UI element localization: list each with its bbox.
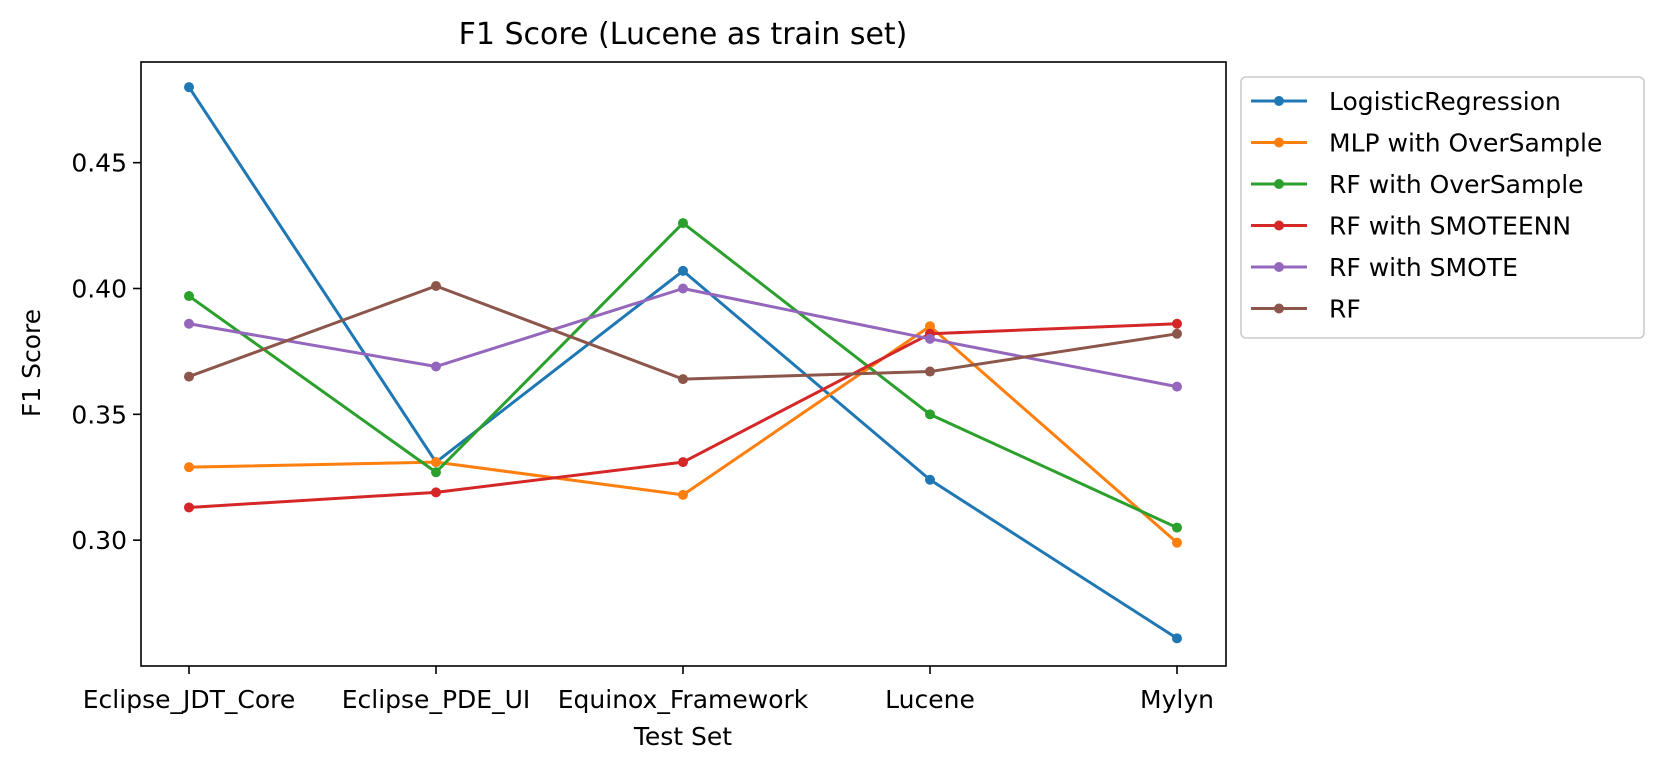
chart-title: F1 Score (Lucene as train set) — [459, 17, 908, 52]
plot-area: 0.30 0.35 0.40 0.45 Eclipse_JDT_Core Eclipse_… — [71, 61, 1227, 714]
data-point — [1172, 537, 1182, 548]
data-point — [1172, 328, 1182, 339]
data-point — [678, 374, 688, 385]
x-tick-label: Eclipse_PDE_UI — [342, 685, 531, 714]
data-point — [184, 371, 194, 382]
data-point — [184, 82, 194, 93]
legend-marker — [1274, 96, 1284, 106]
series-line — [188, 287, 1178, 389]
legend-marker — [1274, 220, 1284, 231]
legend-marker — [1274, 137, 1284, 148]
data-point — [184, 502, 194, 513]
data-point — [184, 291, 194, 302]
data-point — [431, 361, 441, 372]
legend-label: RF with SMOTEENN — [1329, 212, 1571, 241]
data-point — [1172, 381, 1182, 392]
data-point — [431, 280, 441, 291]
series-line — [187, 86, 1178, 640]
data-point — [1172, 318, 1182, 329]
data-point — [1172, 522, 1182, 533]
data-point — [925, 409, 935, 420]
x-tick-label: Equinox_Framework — [558, 685, 809, 714]
legend-label: LogisticRegression — [1329, 87, 1561, 116]
series-line — [188, 322, 1178, 509]
legend-label: RF — [1329, 295, 1361, 324]
y-tick-label: 0.35 — [71, 400, 127, 429]
legend-label: RF with SMOTE — [1329, 253, 1518, 282]
data-point — [925, 333, 935, 344]
x-tick-label: Lucene — [885, 685, 975, 714]
x-tick-label: Eclipse_JDT_Core — [83, 685, 295, 714]
legend-box — [1240, 76, 1645, 339]
x-tick-label: Mylyn — [1140, 685, 1214, 714]
data-point — [431, 457, 441, 468]
data-point — [678, 218, 688, 229]
data-point — [678, 265, 688, 276]
data-point — [184, 462, 194, 473]
data-point — [431, 467, 441, 478]
legend-label: RF with OverSample — [1329, 170, 1584, 199]
data-point — [925, 366, 935, 377]
y-axis-title: F1 Score — [17, 309, 46, 417]
y-tick-label: 0.30 — [71, 526, 127, 555]
legend-marker — [1274, 179, 1284, 189]
data-point — [431, 487, 441, 498]
data-point — [678, 457, 688, 468]
data-point — [1172, 633, 1182, 644]
data-point — [184, 318, 194, 329]
data-point — [678, 283, 688, 294]
series-line — [188, 284, 1178, 381]
legend-label: MLP with OverSample — [1329, 129, 1602, 158]
data-point — [925, 474, 935, 485]
legend-marker — [1274, 303, 1284, 314]
legend-marker — [1274, 262, 1284, 272]
y-tick-label: 0.40 — [71, 275, 127, 304]
data-point — [925, 321, 935, 332]
data-point — [678, 489, 688, 500]
legend: LogisticRegression MLP with OverSample RF … — [1240, 76, 1645, 339]
y-tick-label: 0.45 — [71, 149, 127, 178]
x-axis-title: Test Set — [633, 722, 732, 751]
